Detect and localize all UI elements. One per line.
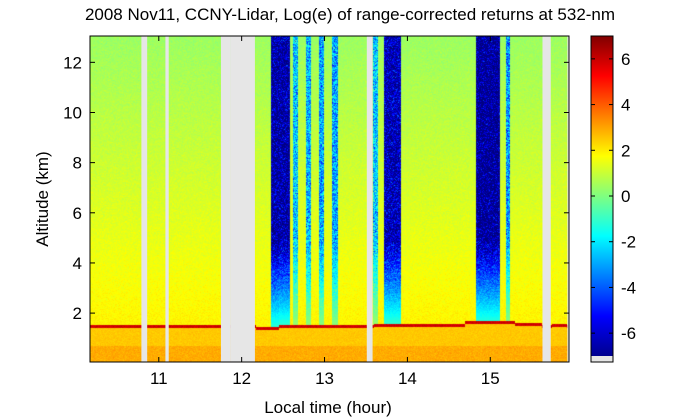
y-tick-label: 6 bbox=[73, 204, 82, 223]
colorbar-tick-label: 4 bbox=[621, 96, 630, 115]
data-gap bbox=[567, 36, 569, 362]
plot-frame bbox=[89, 35, 570, 363]
colorbar-missing-swatch bbox=[591, 356, 613, 362]
data-gaps bbox=[141, 36, 569, 362]
x-tick-label: 14 bbox=[398, 369, 417, 388]
colorbar-gradient bbox=[591, 36, 613, 356]
y-axis-label: Altitude (km) bbox=[33, 151, 52, 246]
data-gap bbox=[542, 36, 551, 362]
colorbar-tick-label: 6 bbox=[621, 50, 630, 69]
colorbar-ticks: -6 -4 -2 0 2 4 6 bbox=[591, 50, 636, 343]
colorbar-tick-label: 0 bbox=[621, 187, 630, 206]
x-tick-label: 12 bbox=[232, 369, 251, 388]
y-tick-label: 12 bbox=[63, 53, 82, 72]
x-tick-label: 13 bbox=[315, 369, 334, 388]
colorbar-tick-label: -6 bbox=[621, 324, 636, 343]
y-tick-label: 4 bbox=[73, 254, 82, 273]
colorbar-frame bbox=[590, 35, 614, 363]
data-gap bbox=[141, 36, 148, 362]
plot-area: 11 12 13 14 15 2 4 6 8 10 12 bbox=[63, 35, 570, 388]
heatmap-raster bbox=[90, 36, 569, 362]
y-tick-label: 8 bbox=[73, 154, 82, 173]
colorbar: -6 -4 -2 0 2 4 6 bbox=[590, 35, 636, 363]
colorbar-tick-label: -4 bbox=[621, 278, 636, 297]
y-tick-label: 2 bbox=[73, 304, 82, 323]
chart-title: 2008 Nov11, CCNY-Lidar, Log(e) of range-… bbox=[85, 5, 615, 24]
colorbar-tick-label: 2 bbox=[621, 141, 630, 160]
heatmap-image bbox=[90, 36, 569, 362]
data-gap bbox=[220, 36, 231, 362]
y-axis-ticks: 2 4 6 8 10 12 bbox=[63, 53, 569, 323]
x-tick-label: 11 bbox=[150, 369, 168, 388]
x-tick-label: 15 bbox=[481, 369, 500, 388]
x-axis-label: Local time (hour) bbox=[264, 398, 392, 417]
x-axis-ticks: 11 12 13 14 15 bbox=[150, 36, 500, 388]
data-gap bbox=[165, 36, 169, 362]
y-tick-label: 10 bbox=[63, 103, 82, 122]
data-gap bbox=[230, 36, 255, 362]
colorbar-tick-label: -2 bbox=[621, 233, 636, 252]
data-gap bbox=[366, 36, 373, 362]
